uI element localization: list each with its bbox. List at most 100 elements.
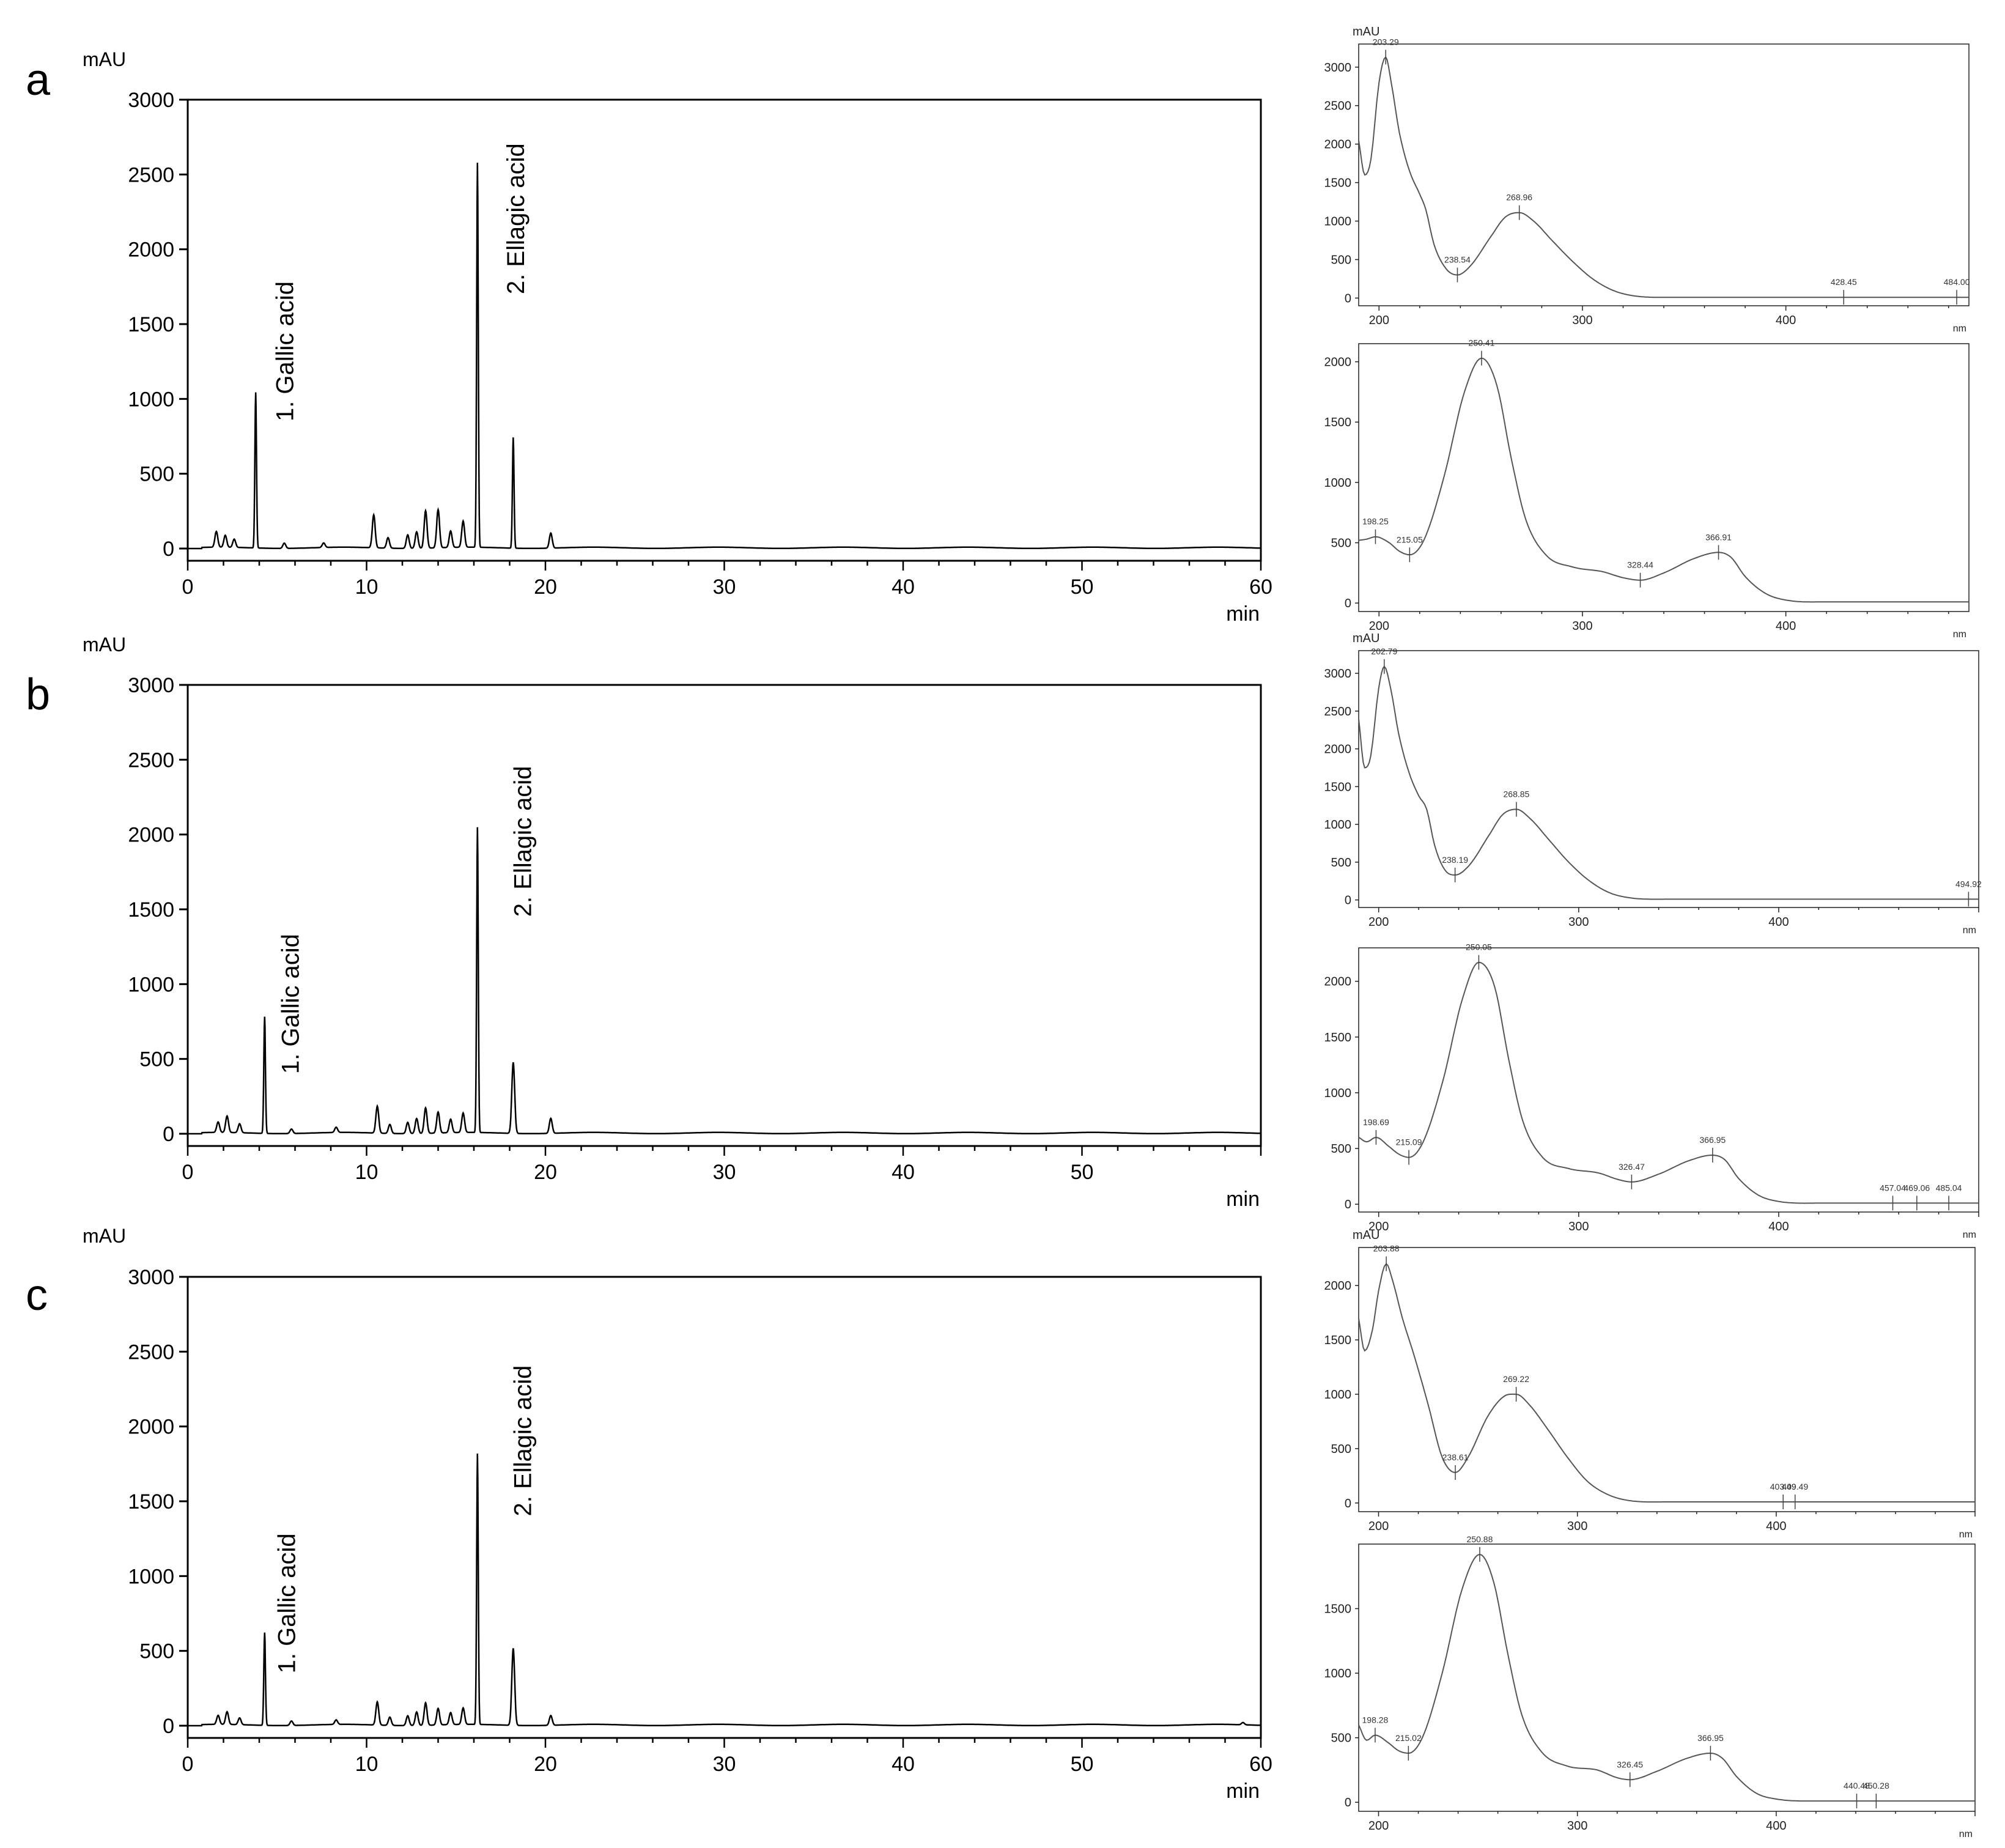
spectrum-trace — [1358, 56, 1969, 298]
wavelength-marker-label: 403.49 — [1770, 1482, 1796, 1491]
x-tick-label: 300 — [1572, 619, 1592, 633]
plot-frame — [1358, 1543, 1976, 1812]
y-tick-label: 0 — [1345, 1796, 1351, 1809]
y-tick-label: 2000 — [128, 238, 174, 262]
y-axis-label: mAU — [83, 48, 126, 70]
y-tick-label: 1000 — [128, 1565, 174, 1588]
y-tick-label: 0 — [1345, 894, 1351, 907]
x-axis-label: nm — [1959, 1529, 1973, 1540]
wavelength-marker-label: 366.91 — [1705, 532, 1732, 542]
y-tick-label: 3000 — [128, 674, 174, 697]
y-tick-label: 0 — [163, 538, 174, 561]
wavelength-marker-label: 428.45 — [1831, 277, 1857, 287]
y-tick-label: 0 — [163, 1123, 174, 1146]
y-tick-label: 2000 — [1324, 138, 1352, 152]
y-tick-label: 3000 — [128, 1266, 174, 1289]
x-tick-label: 50 — [1071, 575, 1094, 599]
y-tick-label: 2500 — [128, 748, 174, 772]
y-tick-label: 1000 — [1324, 476, 1352, 490]
y-tick-label: 3000 — [1324, 667, 1352, 681]
plot-frame — [186, 98, 1262, 562]
y-tick-label: 1500 — [1324, 416, 1352, 429]
x-tick-label: 400 — [1768, 1220, 1789, 1233]
x-tick-label: 400 — [1776, 314, 1796, 327]
y-tick-label: 1500 — [1324, 1603, 1352, 1616]
x-tick-label: 400 — [1776, 619, 1796, 633]
x-axis-label: nm — [1963, 925, 1976, 936]
wavelength-marker-label: 326.47 — [1619, 1162, 1645, 1172]
x-tick-label: 200 — [1368, 1819, 1389, 1833]
panel-letter: b — [26, 670, 50, 719]
y-tick-label: 500 — [1331, 856, 1351, 870]
x-tick-label: 20 — [534, 575, 557, 599]
y-axis-label: mAU — [1353, 25, 1379, 39]
x-tick-label: 300 — [1572, 314, 1592, 327]
x-tick-label: 20 — [534, 1753, 557, 1776]
x-tick-label: 400 — [1768, 915, 1789, 929]
x-tick-label: 30 — [713, 575, 736, 599]
wavelength-marker-label: 203.88 — [1373, 1244, 1400, 1254]
x-tick-label: 400 — [1766, 1819, 1786, 1833]
x-tick-label: 40 — [892, 575, 915, 599]
y-tick-label: 1500 — [1324, 1334, 1352, 1347]
x-tick-label: 50 — [1071, 1161, 1094, 1184]
x-tick-label: 0 — [182, 1753, 194, 1776]
peak-annotation-1: 1. Gallic acid — [272, 281, 299, 421]
plot-frame — [1358, 343, 1970, 612]
wavelength-marker-label: 215.05 — [1397, 534, 1423, 544]
y-tick-label: 1500 — [128, 898, 174, 922]
x-axis-label: nm — [1953, 323, 1966, 334]
y-tick-label: 2500 — [128, 1340, 174, 1364]
y-tick-label: 2000 — [1324, 975, 1352, 989]
x-axis-label: nm — [1963, 1230, 1976, 1240]
y-tick-label: 2500 — [128, 163, 174, 187]
y-tick-label: 2000 — [128, 824, 174, 847]
wavelength-marker-label: 250.05 — [1466, 942, 1492, 952]
y-tick-label: 2000 — [1324, 743, 1352, 756]
x-tick-label: 300 — [1567, 1520, 1587, 1533]
y-tick-label: 1500 — [128, 1490, 174, 1514]
wavelength-marker-label: 485.04 — [1936, 1183, 1962, 1192]
y-axis-label: mAU — [1353, 1229, 1379, 1242]
y-tick-label: 500 — [1331, 537, 1351, 550]
wavelength-marker-label: 268.85 — [1504, 789, 1530, 799]
x-axis-label: min — [1226, 602, 1260, 626]
x-axis-label: min — [1226, 1188, 1260, 1211]
x-tick-label: 200 — [1368, 1220, 1389, 1233]
y-tick-label: 1500 — [1324, 1031, 1352, 1044]
wavelength-marker-label: 366.95 — [1699, 1135, 1726, 1145]
chromatogram-a: a mAU 0 500 1000 1500 2000 2500 3000 0 10 20 30 40 50 6… — [26, 48, 1272, 626]
x-tick-label: 200 — [1369, 619, 1389, 633]
panel-letter: c — [26, 1271, 48, 1320]
wavelength-marker-label: 215.09 — [1396, 1137, 1422, 1147]
x-tick-label: 300 — [1567, 1819, 1587, 1833]
chromatogram-c: c mAU 0 500 1000 1500 2000 2500 3000 0 10 20 30 40 50 6… — [26, 1225, 1272, 1803]
y-tick-label: 1000 — [1324, 1087, 1352, 1100]
y-tick-label: 1000 — [1324, 818, 1352, 832]
x-tick-label: 200 — [1368, 1520, 1389, 1533]
wavelength-marker-label: 198.25 — [1362, 517, 1389, 527]
x-tick-label: 60 — [1249, 1753, 1272, 1776]
x-axis-label: min — [1226, 1780, 1260, 1803]
x-tick-label: 400 — [1766, 1520, 1786, 1533]
wavelength-marker-label: 494.92 — [1955, 879, 1982, 889]
uv-spectrum-a-1: mAU 0 500 1000 1500 2000 2500 3000 200 300 400 nm 20… — [1324, 25, 1970, 334]
y-tick-label: 0 — [1345, 1497, 1351, 1510]
wavelength-marker-label: 198.28 — [1362, 1715, 1389, 1724]
x-tick-label: 300 — [1568, 1220, 1589, 1233]
y-tick-label: 1000 — [1324, 215, 1352, 229]
x-tick-label: 50 — [1071, 1753, 1094, 1776]
y-tick-label: 2000 — [1324, 1279, 1352, 1293]
chromatogram-trace — [188, 827, 1261, 1135]
y-tick-label: 1000 — [128, 973, 174, 996]
wavelength-marker-label: 215.02 — [1395, 1733, 1422, 1743]
y-tick-label: 3000 — [128, 89, 174, 112]
wavelength-marker-label: 268.96 — [1506, 193, 1532, 202]
y-tick-label: 500 — [139, 463, 174, 486]
y-tick-label: 2500 — [1324, 705, 1352, 719]
chromatogram-trace — [188, 1453, 1261, 1727]
wavelength-marker-label: 269.22 — [1503, 1374, 1529, 1384]
y-tick-label: 0 — [163, 1715, 174, 1738]
plot-frame — [186, 1276, 1262, 1739]
